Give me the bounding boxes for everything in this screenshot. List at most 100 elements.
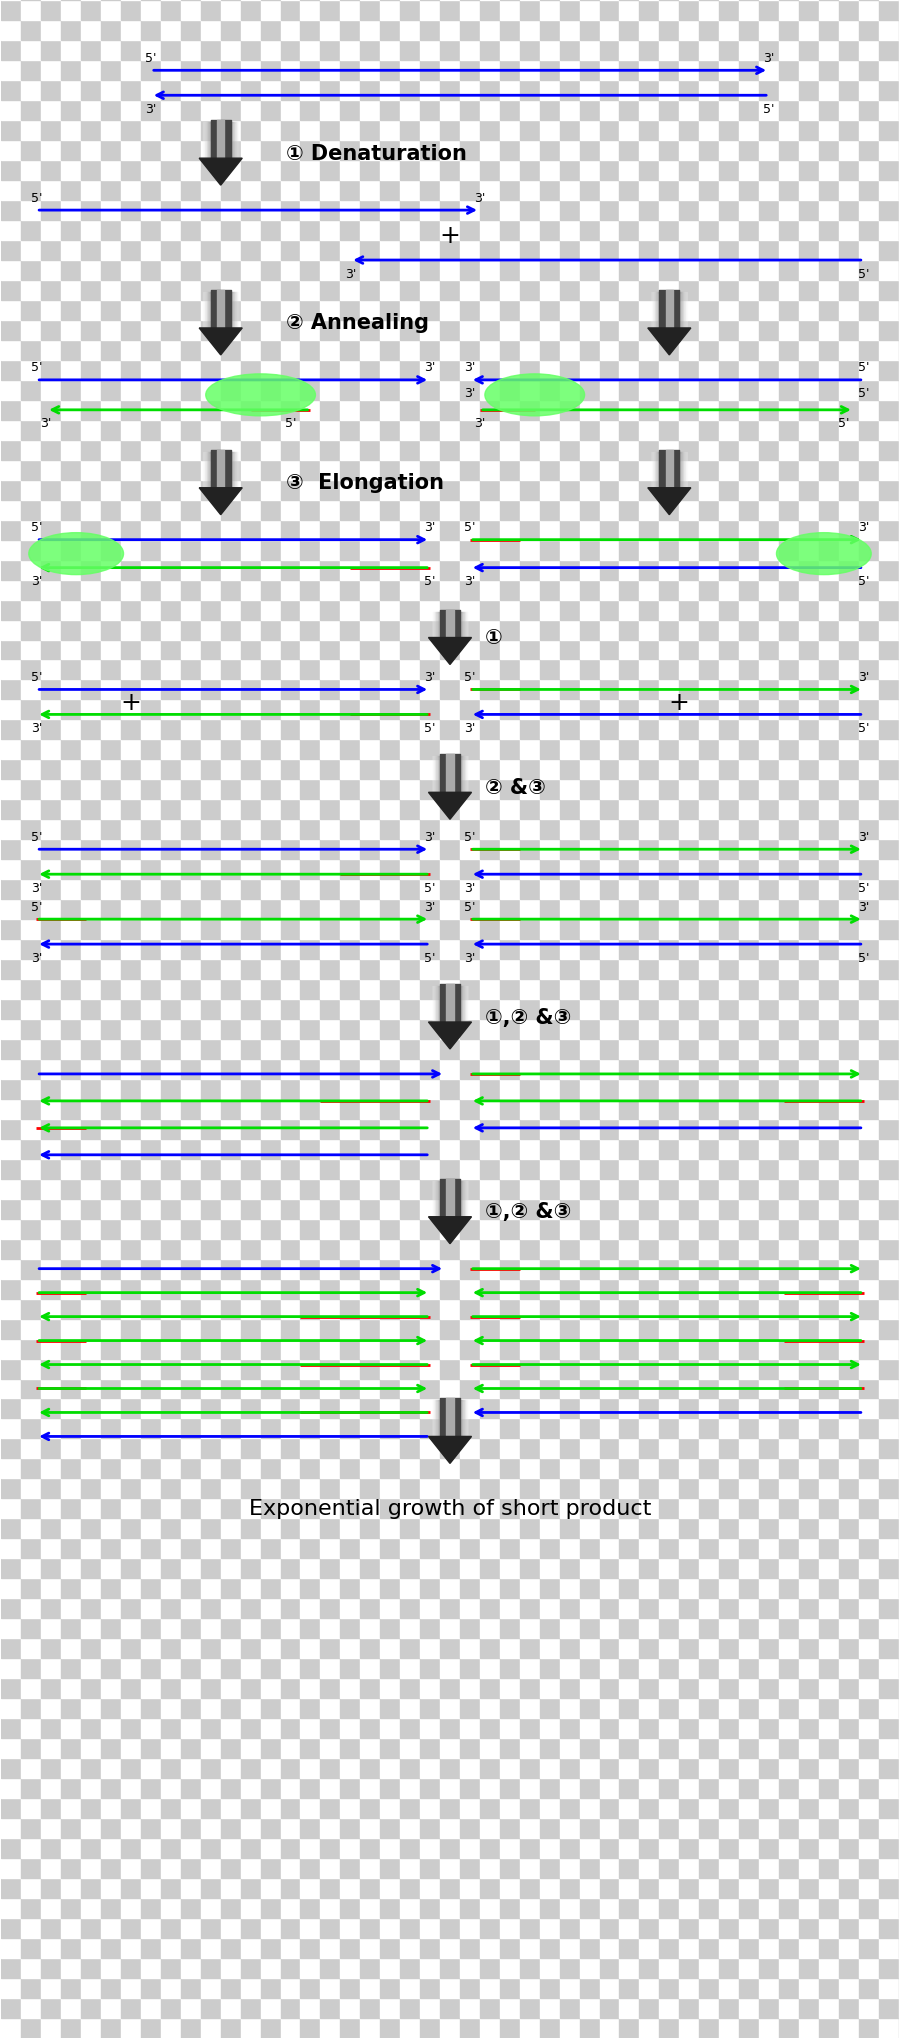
Bar	[680, 500, 699, 520]
Bar	[420, 420, 440, 440]
Bar	[161, 979, 181, 999]
Bar	[560, 120, 580, 141]
Bar	[61, 1719, 81, 1737]
Bar	[2, 400, 22, 420]
Bar	[639, 1399, 660, 1419]
Bar	[380, 1419, 400, 1440]
Bar	[360, 82, 380, 102]
Bar	[61, 1957, 81, 1978]
Bar	[560, 999, 580, 1020]
Bar	[480, 661, 500, 681]
Bar	[22, 241, 41, 261]
Bar	[779, 1399, 799, 1419]
Bar	[699, 220, 719, 241]
Bar	[580, 1319, 599, 1340]
Bar	[819, 1258, 839, 1278]
Bar	[719, 820, 739, 840]
Bar	[41, 1678, 61, 1698]
Bar	[121, 1278, 141, 1299]
Bar	[599, 1919, 619, 1937]
Bar	[878, 1658, 898, 1678]
Bar	[220, 581, 240, 599]
Bar	[878, 1937, 898, 1957]
Bar	[320, 1458, 340, 1478]
Bar	[680, 1179, 699, 1199]
Bar	[460, 1319, 480, 1340]
Bar	[141, 241, 161, 261]
Bar	[340, 920, 360, 940]
Bar	[580, 740, 599, 761]
Bar	[400, 699, 420, 720]
Bar	[380, 1678, 400, 1698]
Bar	[181, 960, 201, 979]
Bar	[320, 440, 340, 461]
Bar	[520, 1858, 540, 1878]
Bar	[380, 879, 400, 899]
Bar	[2, 1737, 22, 1758]
Bar	[639, 860, 660, 879]
Bar	[301, 141, 320, 161]
Bar	[859, 540, 878, 561]
Bar	[61, 202, 81, 220]
Bar	[839, 1957, 859, 1978]
Bar	[619, 1378, 639, 1399]
Bar	[141, 302, 161, 320]
Bar	[420, 241, 440, 261]
Bar	[619, 899, 639, 920]
Bar	[2, 1778, 22, 1798]
Bar	[779, 1919, 799, 1937]
Bar	[420, 481, 440, 500]
Text: 3': 3'	[474, 418, 486, 430]
Bar	[560, 1440, 580, 1458]
Bar	[220, 1340, 240, 1358]
Bar	[360, 1519, 380, 1539]
Bar	[261, 320, 281, 341]
Bar	[261, 1399, 281, 1419]
Bar	[181, 82, 201, 102]
Bar	[619, 320, 639, 341]
Bar	[281, 899, 301, 920]
Bar	[739, 1478, 759, 1499]
Bar	[61, 860, 81, 879]
Bar	[301, 1258, 320, 1278]
Bar	[161, 1919, 181, 1937]
Bar	[240, 1599, 261, 1619]
Bar	[240, 202, 261, 220]
Bar	[699, 400, 719, 420]
Bar	[440, 1798, 460, 1819]
Bar	[161, 1519, 181, 1539]
Bar	[699, 1020, 719, 1040]
Bar	[560, 481, 580, 500]
Bar	[660, 1160, 680, 1179]
Bar	[560, 1399, 580, 1419]
Bar	[898, 661, 900, 681]
Bar	[878, 899, 898, 920]
Text: 5': 5'	[424, 881, 436, 895]
Bar	[540, 1340, 560, 1358]
Bar	[839, 1778, 859, 1798]
Bar	[779, 241, 799, 261]
Bar	[619, 1240, 639, 1258]
Bar	[719, 281, 739, 302]
Bar	[301, 699, 320, 720]
Bar	[859, 261, 878, 281]
Bar	[240, 1219, 261, 1240]
Bar	[400, 220, 420, 241]
Bar	[799, 161, 819, 181]
Bar	[520, 999, 540, 1020]
Bar	[520, 799, 540, 820]
Bar	[81, 540, 101, 561]
Bar	[340, 41, 360, 61]
Bar	[460, 620, 480, 640]
Bar	[739, 740, 759, 761]
Bar	[660, 341, 680, 361]
Bar	[759, 1278, 779, 1299]
Bar	[500, 481, 520, 500]
Text: +: +	[669, 691, 689, 714]
Bar	[41, 1978, 61, 1998]
Bar	[619, 1419, 639, 1440]
Bar	[660, 1978, 680, 1998]
Bar	[101, 1478, 121, 1499]
Bar	[81, 1358, 101, 1378]
Bar	[500, 1119, 520, 1140]
